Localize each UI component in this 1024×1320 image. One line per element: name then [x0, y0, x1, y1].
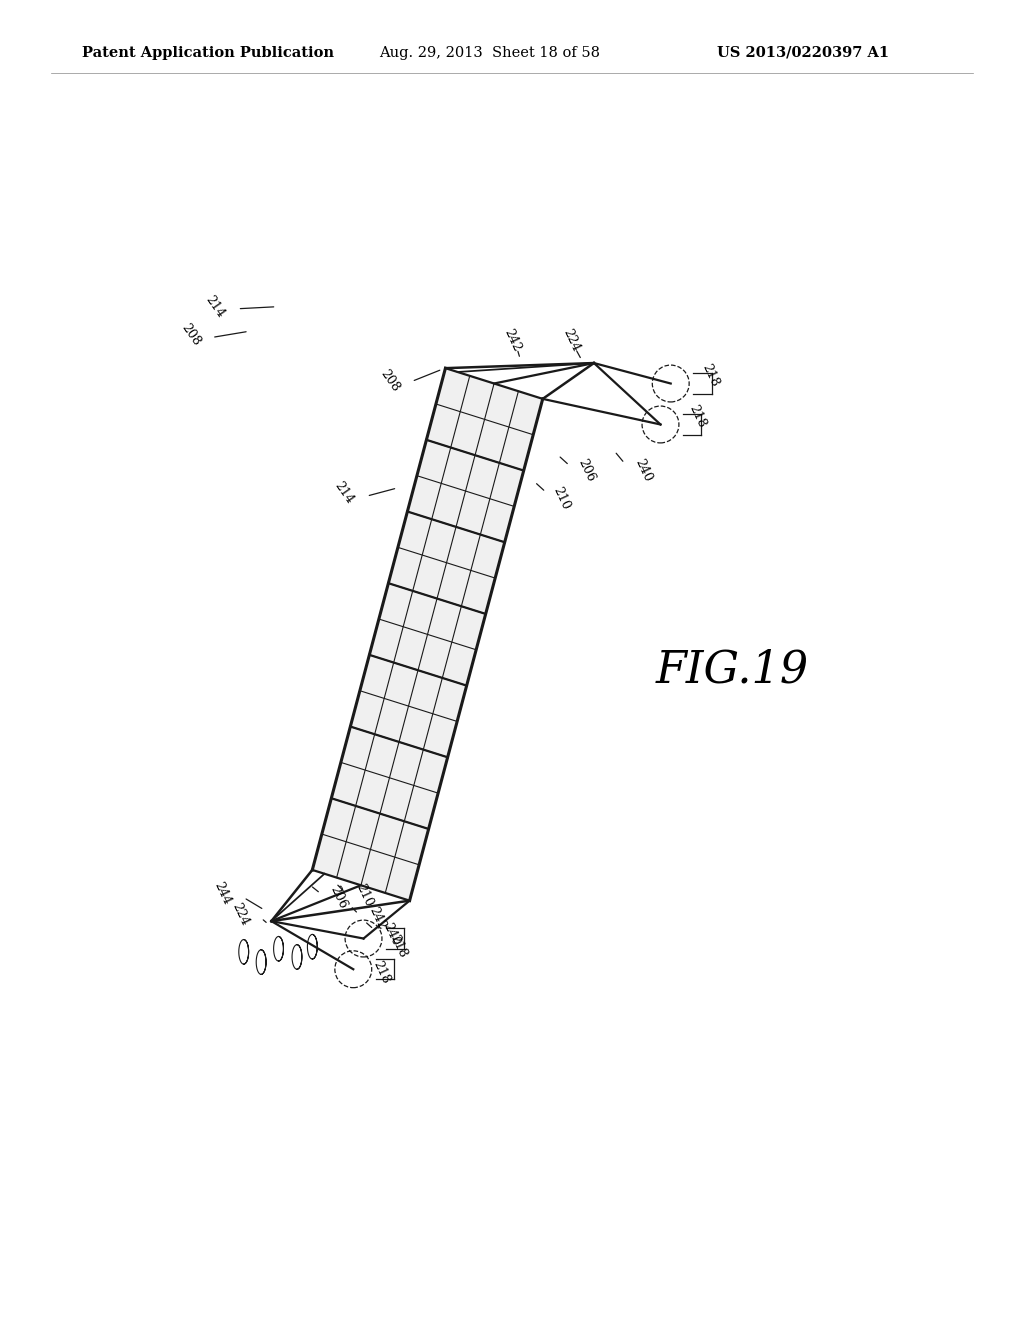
Text: 242: 242	[367, 904, 388, 932]
Text: 214: 214	[332, 479, 356, 507]
Text: 214: 214	[203, 293, 227, 321]
Text: US 2013/0220397 A1: US 2013/0220397 A1	[717, 46, 889, 59]
Text: 224: 224	[229, 900, 251, 928]
Text: 206: 206	[328, 884, 349, 911]
Text: 224: 224	[560, 327, 583, 354]
Text: 206: 206	[575, 457, 597, 484]
Text: 210: 210	[353, 882, 375, 909]
Text: 240: 240	[633, 457, 654, 484]
Text: 218: 218	[686, 403, 708, 430]
Text: 218: 218	[699, 362, 721, 389]
Text: Patent Application Publication: Patent Application Publication	[82, 46, 334, 59]
Text: 208: 208	[178, 321, 203, 348]
Text: 240: 240	[381, 921, 402, 948]
Text: 218: 218	[371, 958, 392, 986]
Text: 242: 242	[501, 327, 523, 354]
Text: 244: 244	[212, 880, 233, 907]
Text: FIG.19: FIG.19	[655, 648, 809, 692]
Text: Aug. 29, 2013  Sheet 18 of 58: Aug. 29, 2013 Sheet 18 of 58	[379, 46, 600, 59]
Polygon shape	[312, 368, 543, 900]
Text: 218: 218	[387, 933, 409, 960]
Text: 208: 208	[378, 367, 402, 393]
Text: 210: 210	[551, 484, 572, 512]
